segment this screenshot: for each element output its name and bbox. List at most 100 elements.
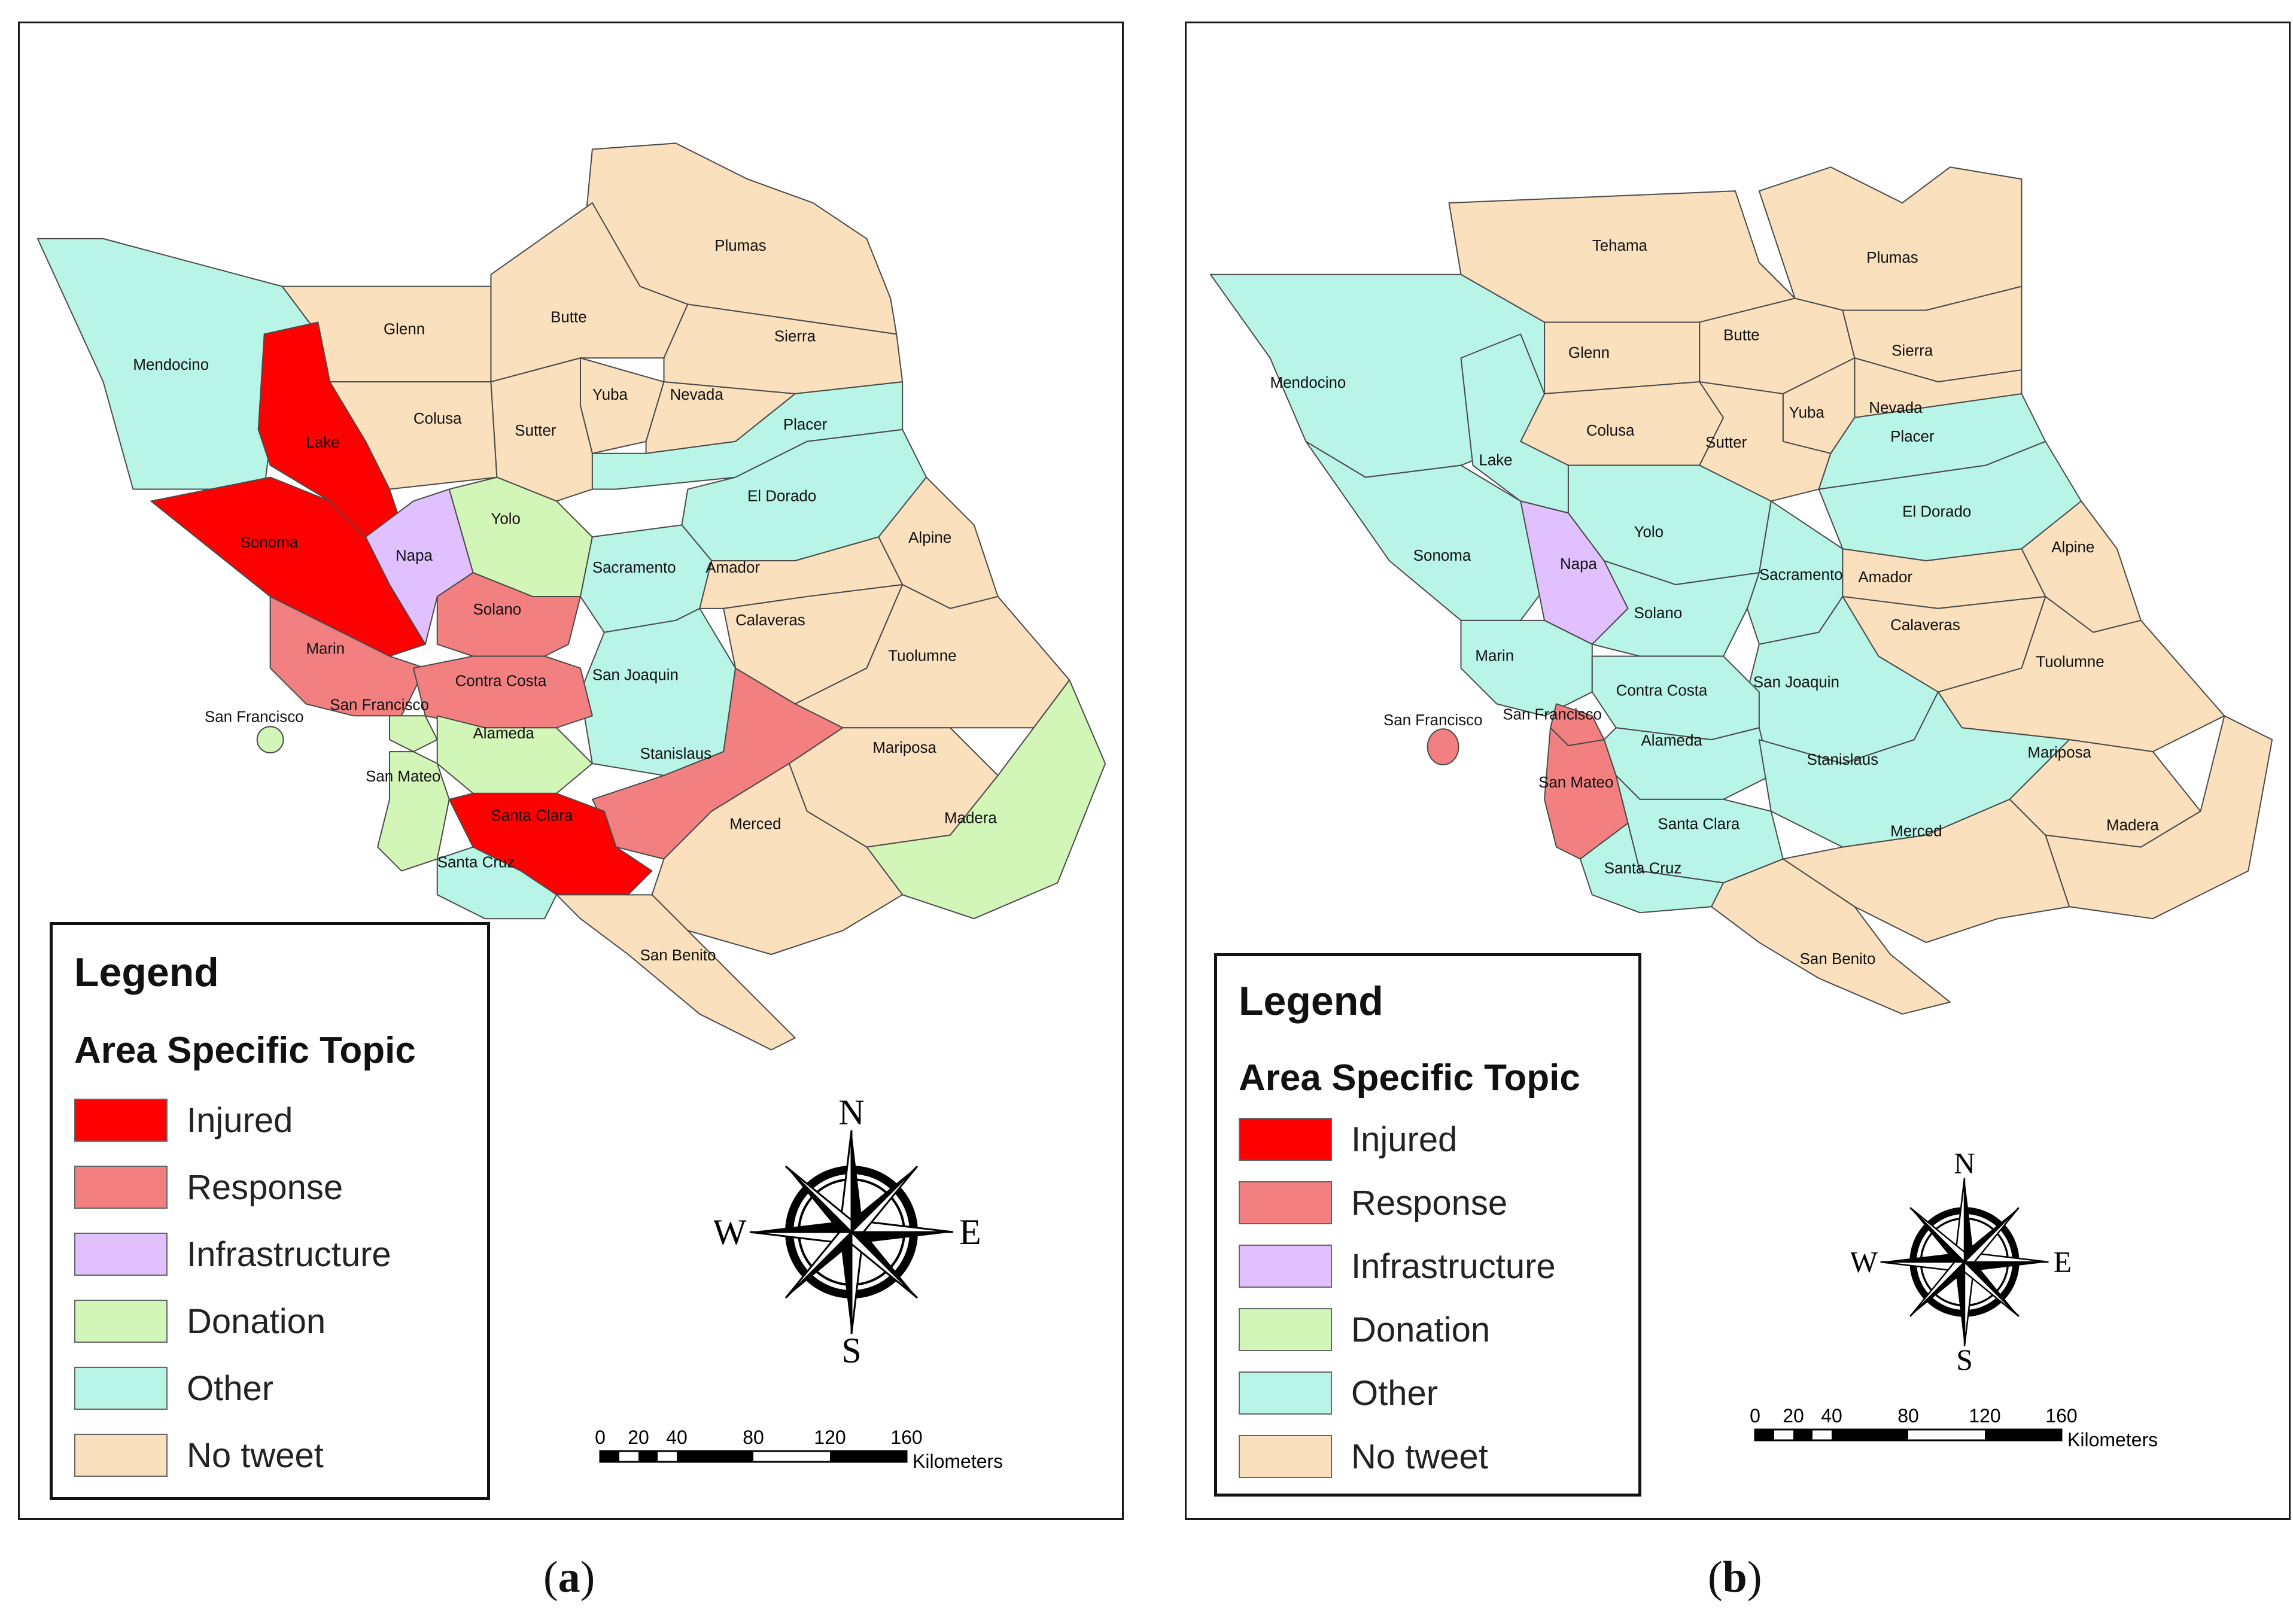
scale-unit: Kilometers xyxy=(913,1450,1003,1472)
map-panel-b: Tehama Plumas Butte Glenn Sierra Mendoci… xyxy=(1185,22,2291,1520)
swatch-other xyxy=(1239,1371,1332,1415)
county-san-benito xyxy=(556,894,796,1051)
legend-item-no-tweet: No tweet xyxy=(74,1433,324,1478)
label-alpine: Alpine xyxy=(2051,539,2094,556)
label-amador: Amador xyxy=(705,559,760,576)
scale-bar: 0 20 40 80 120 160 Kilometers xyxy=(1750,1405,2158,1450)
county-alameda xyxy=(436,715,593,794)
caption-close: ) xyxy=(1747,1553,1762,1602)
caption-open: ( xyxy=(543,1553,558,1602)
label-san-francisco: San Francisco xyxy=(330,697,429,713)
legend-label: No tweet xyxy=(1351,1437,1488,1476)
label-el-dorado: El Dorado xyxy=(1902,503,1971,520)
legend-label: Other xyxy=(1351,1373,1439,1413)
label-solano: Solano xyxy=(1634,605,1683,622)
label-alpine: Alpine xyxy=(908,530,951,546)
label-placer: Placer xyxy=(1890,428,1935,445)
label-san-benito: San Benito xyxy=(640,947,716,964)
label-glenn: Glenn xyxy=(1568,345,1610,361)
label-sonoma: Sonoma xyxy=(241,534,299,551)
legend-item-response: Response xyxy=(74,1164,343,1210)
compass-w: W xyxy=(1851,1246,1878,1279)
compass-n: N xyxy=(838,1100,864,1132)
legend-title: Legend xyxy=(1239,978,1383,1024)
swatch-injured xyxy=(74,1099,168,1142)
county-shapes xyxy=(37,142,1106,1051)
county-san-francisco xyxy=(388,715,438,753)
map-a: Plumas Glenn Butte Sierra Mendocino Colu… xyxy=(37,142,1106,1051)
label-contra-costa: Contra Costa xyxy=(1616,682,1708,699)
legend-label: No tweet xyxy=(187,1436,324,1475)
legend-item-other: Other xyxy=(74,1366,273,1411)
label-santa-clara: Santa Clara xyxy=(1658,816,1739,833)
legend-label: Donation xyxy=(1351,1310,1491,1349)
county-marin xyxy=(1460,619,1593,717)
scale-tick: 160 xyxy=(890,1427,922,1448)
legend-subtitle: Area Specific Topic xyxy=(1239,1057,1580,1099)
legend-label: Response xyxy=(1351,1183,1508,1222)
legend-item-donation: Donation xyxy=(1239,1307,1490,1352)
scale-tick: 80 xyxy=(1897,1405,1919,1427)
label-sierra: Sierra xyxy=(1891,342,1933,359)
label-colusa: Colusa xyxy=(1586,422,1635,439)
legend-label: Donation xyxy=(187,1301,326,1341)
compass-w: W xyxy=(714,1212,747,1252)
label-sutter: Sutter xyxy=(1705,434,1747,451)
label-san-francisco-island: San Francisco xyxy=(1383,712,1483,729)
label-san-benito: San Benito xyxy=(1800,951,1876,968)
legend-title: Legend xyxy=(74,950,219,995)
label-mendocino: Mendocino xyxy=(133,357,209,373)
label-san-joaquin: San Joaquin xyxy=(1753,674,1839,691)
compass-rose-icon: N S E W xyxy=(1851,1148,2072,1376)
county-labels: Tehama Plumas Butte Glenn Sierra Mendoci… xyxy=(1270,238,2160,968)
label-marin: Marin xyxy=(306,641,345,658)
swatch-infrastructure xyxy=(1239,1245,1332,1288)
county-madera xyxy=(866,679,1106,920)
swatch-donation xyxy=(74,1300,168,1343)
label-solano: Solano xyxy=(473,601,522,618)
county-labels: Plumas Glenn Butte Sierra Mendocino Colu… xyxy=(133,238,997,964)
label-yuba: Yuba xyxy=(592,387,628,403)
scale-tick: 20 xyxy=(628,1427,649,1448)
scale-tick: 40 xyxy=(666,1427,688,1448)
label-lake: Lake xyxy=(306,434,339,451)
label-mariposa: Mariposa xyxy=(872,740,936,756)
county-san-francisco-island xyxy=(1427,728,1459,766)
county-shapes xyxy=(1209,166,2273,1015)
label-san-mateo: San Mateo xyxy=(366,768,440,785)
scale-bar: 0 20 40 80 120 160 Kilometers xyxy=(595,1427,1003,1472)
map-b: Tehama Plumas Butte Glenn Sierra Mendoci… xyxy=(1209,166,2273,1015)
label-san-mateo: San Mateo xyxy=(1538,774,1613,791)
label-alameda: Alameda xyxy=(473,725,535,742)
label-santa-cruz: Santa Cruz xyxy=(1604,860,1682,877)
swatch-response xyxy=(74,1166,168,1209)
compass-s: S xyxy=(841,1331,861,1364)
label-merced: Merced xyxy=(729,816,781,833)
scale-tick: 80 xyxy=(743,1427,764,1448)
label-marin: Marin xyxy=(1475,648,1514,665)
compass-rose-icon: N S E W xyxy=(714,1100,981,1364)
compass-n: N xyxy=(1954,1148,1975,1179)
legend-label: Infrastructure xyxy=(1351,1246,1556,1286)
scale-tick: 0 xyxy=(595,1427,606,1448)
label-contra-costa: Contra Costa xyxy=(455,673,547,689)
label-colusa: Colusa xyxy=(413,410,462,427)
scale-tick: 160 xyxy=(2045,1405,2077,1427)
label-stanislaus: Stanislaus xyxy=(640,746,712,762)
swatch-donation xyxy=(1239,1308,1332,1351)
county-plumas xyxy=(1758,166,2023,311)
caption-letter: a xyxy=(558,1553,580,1602)
label-mendocino: Mendocino xyxy=(1270,375,1346,391)
county-san-benito xyxy=(1711,858,1951,1015)
label-calaveras: Calaveras xyxy=(735,612,805,629)
caption-a: (a) xyxy=(543,1552,595,1603)
swatch-no-tweet xyxy=(74,1434,168,1477)
scale-tick: 120 xyxy=(814,1427,846,1448)
scale-tick: 40 xyxy=(1821,1405,1842,1427)
swatch-no-tweet xyxy=(1239,1435,1332,1478)
label-nevada: Nevada xyxy=(670,387,723,403)
legend-item-other: Other xyxy=(1239,1370,1438,1416)
swatch-infrastructure xyxy=(74,1233,168,1276)
legend-item-infrastructure: Infrastructure xyxy=(74,1231,391,1277)
compass-e: E xyxy=(959,1212,981,1252)
